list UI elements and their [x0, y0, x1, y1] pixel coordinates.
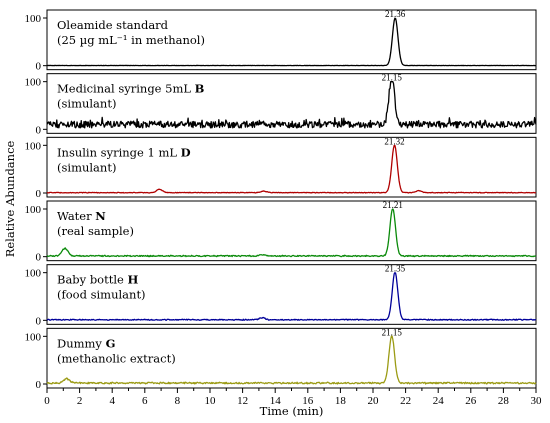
panel-frame [46, 200, 537, 262]
x-axis-title: Time (min) [260, 404, 324, 418]
panel-3: 0 100 21.32 Insulin syringe 1 mL D(simulant… [25, 136, 537, 200]
x-tick-label: 12 [237, 395, 248, 407]
series-trace [46, 208, 537, 258]
series-label-line1: Dummy G [57, 336, 115, 350]
y-tick-label: 0 [36, 124, 42, 136]
x-tick-label: 16 [302, 395, 314, 407]
y-tick-label: 0 [36, 315, 42, 327]
panel-6: 0 100 21.15 Dummy G(methanolic extract) [25, 327, 537, 391]
series-trace [46, 272, 537, 321]
x-tick-label: 30 [531, 395, 543, 407]
x-tick-label: 0 [44, 395, 50, 407]
y-tick-label: 0 [36, 188, 42, 200]
series-label-line2: (simulant) [57, 160, 116, 174]
y-tick-label: 0 [36, 252, 42, 264]
y-axis-title: Relative Abundance [3, 141, 17, 258]
panel-2: 0 100 21.15 Medicinal syringe 5mL B(simulan… [25, 73, 537, 136]
y-tick-label: 100 [25, 331, 42, 343]
x-tick-label: 4 [109, 395, 115, 407]
panel-5: 0 100 21.35 Baby bottle H(food simulant) [25, 264, 537, 327]
y-tick-label: 100 [25, 268, 42, 280]
peak-label: 21.35 [385, 264, 406, 274]
panel-1: 0 100 21.36 Oleamide standard(25 µg mL⁻¹ in… [25, 9, 537, 73]
y-tick-label: 100 [25, 77, 42, 89]
series-label-line2: (simulant) [57, 97, 116, 111]
x-tick-label: 14 [270, 395, 282, 407]
y-tick-label: 0 [36, 379, 42, 391]
series-label-line1: Oleamide standard [57, 18, 169, 32]
series-trace [46, 335, 537, 385]
series-label-line2: (25 µg mL⁻¹ in methanol) [57, 33, 205, 47]
x-tick-label: 6 [142, 395, 148, 407]
panel-frame [46, 9, 537, 71]
series-label-line2: (food simulant) [57, 288, 146, 302]
x-tick-label: 28 [498, 395, 510, 407]
y-tick-label: 100 [25, 13, 42, 25]
panel-4: 0 100 21.21 Water N(real sample) [25, 200, 537, 264]
x-tick-label: 26 [465, 395, 477, 407]
x-tick-label: 22 [400, 395, 411, 407]
series-label-line1: Insulin syringe 1 mL D [57, 145, 191, 159]
series-trace [46, 144, 537, 194]
panel-frame [46, 136, 537, 198]
x-tick-label: 24 [433, 395, 445, 407]
y-tick-label: 100 [25, 204, 42, 216]
x-tick-label: 10 [205, 395, 217, 407]
series-label-line2: (real sample) [57, 224, 134, 238]
x-tick-label: 8 [175, 395, 181, 407]
peak-label: 21.21 [383, 200, 403, 210]
x-tick-label: 2 [77, 395, 83, 407]
peak-label: 21.32 [384, 136, 404, 146]
peak-label: 21.36 [385, 9, 406, 19]
series-label-line2: (methanolic extract) [57, 351, 176, 365]
peak-label: 21.15 [382, 73, 403, 83]
x-tick-label: 18 [335, 395, 347, 407]
series-trace [46, 81, 537, 129]
y-tick-label: 0 [36, 61, 42, 73]
series-label-line1: Water N [57, 209, 106, 223]
y-tick-label: 100 [25, 140, 42, 152]
series-label-line1: Medicinal syringe 5mL B [57, 82, 205, 96]
panel-frame [46, 264, 537, 325]
x-tick-label: 20 [368, 395, 380, 407]
peak-label: 21.15 [382, 327, 403, 337]
panel-frame [46, 73, 537, 134]
series-trace [46, 17, 537, 67]
series-label-line1: Baby bottle H [57, 273, 139, 287]
